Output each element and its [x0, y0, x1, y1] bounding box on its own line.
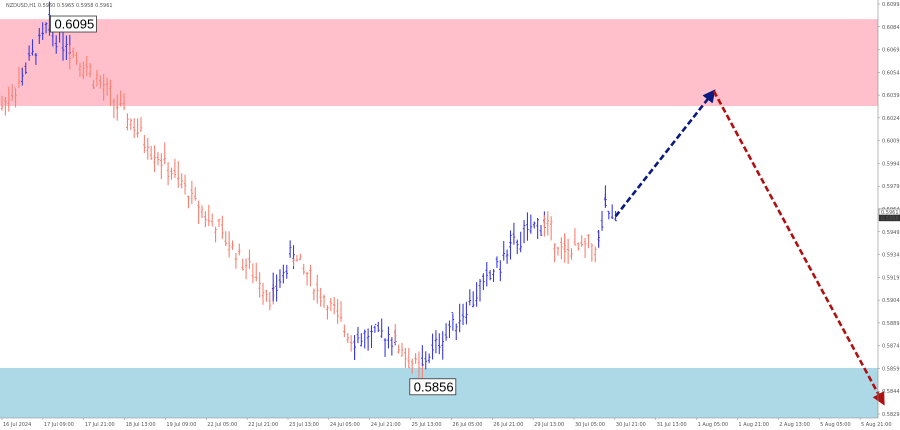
y-tick-label: 0.5949: [882, 230, 900, 236]
zones-layer: [0, 19, 878, 418]
y-tick-label: 0.5829: [882, 412, 900, 418]
price-label-box: [409, 378, 457, 396]
y-tick-label: 0.5889: [882, 321, 900, 327]
y-tick-label: 0.5934: [882, 253, 900, 259]
x-tick-label: 25 Jul 13:00: [412, 422, 442, 428]
x-tick-label: 22 Jul 21:00: [248, 422, 278, 428]
x-tick-label: 1 Aug 21:00: [738, 422, 769, 428]
x-tick-label: 26 Jul 21:00: [493, 422, 523, 428]
y-tick-label: 0.5844: [882, 389, 900, 395]
y-tick-label: 0.5994: [882, 161, 900, 167]
x-tick-label: 19 Jul 09:00: [166, 422, 196, 428]
x-tick-label: 5 Aug 21:00: [861, 422, 892, 428]
x-tick-label: 29 Jul 13:00: [534, 422, 564, 428]
x-tick-label: 24 Jul 05:00: [330, 422, 360, 428]
y-tick-label: 0.6024: [882, 116, 900, 122]
x-tick-label: 16 Jul 2024: [3, 422, 31, 428]
x-tick-label: 22 Jul 05:00: [207, 422, 237, 428]
zone-resistance: [0, 19, 878, 106]
x-tick-label: 17 Jul 09:00: [44, 422, 74, 428]
forecast-arrow-down: [712, 90, 885, 406]
current-price-label: 0.5958: [881, 216, 899, 222]
y-tick-label: 0.6054: [882, 70, 900, 76]
x-tick-label: 1 Aug 05:00: [698, 422, 729, 428]
x-tick-label: 17 Jul 21:00: [85, 422, 115, 428]
y-tick-label: 0.5859: [882, 366, 900, 372]
y-tick-label: 0.6009: [882, 139, 900, 145]
price-label: 0.6095: [54, 17, 94, 32]
price-label-box: [50, 15, 97, 33]
y-tick-label: 0.6099: [882, 2, 900, 8]
bars-layer: [0, 1, 617, 386]
y-tick-label: 0.6084: [882, 25, 900, 31]
y-tick-label: 0.5979: [882, 184, 900, 190]
x-tick-label: 30 Jul 05:00: [575, 422, 605, 428]
x-tick-label: 23 Jul 13:00: [289, 422, 319, 428]
x-tick-label: 18 Jul 13:00: [126, 422, 156, 428]
x-tick-label: 2 Aug 13:00: [779, 422, 810, 428]
x-tick-label: 24 Jul 21:00: [371, 422, 401, 428]
y-tick-label: 0.5919: [882, 275, 900, 281]
x-tick-label: 26 Jul 05:00: [452, 422, 482, 428]
y-tick-label: 0.6069: [882, 48, 900, 54]
x-tick-label: 5 Aug 05:00: [820, 422, 851, 428]
y-tick-label: 0.6039: [882, 93, 900, 99]
current-price-tag: [878, 214, 900, 222]
x-tick-label: 31 Jul 13:00: [657, 422, 687, 428]
price-label: 0.5856: [414, 379, 454, 394]
labels-layer: 0.6095 0.5856: [50, 15, 457, 396]
y-tick-label: 0.5874: [882, 344, 900, 350]
x-tick-label: 30 Jul 21:00: [616, 422, 646, 428]
chart-title: NZDUSD,H1 0.5960 0.5965 0.5958 0.5961: [6, 3, 113, 9]
y-tick-label: 0.5904: [882, 298, 900, 304]
forecast-layer: [614, 89, 885, 406]
current-price-label: 0.5961: [881, 210, 899, 216]
